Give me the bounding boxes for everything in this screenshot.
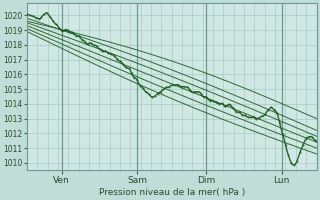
X-axis label: Pression niveau de la mer( hPa ): Pression niveau de la mer( hPa ) [99, 188, 245, 197]
